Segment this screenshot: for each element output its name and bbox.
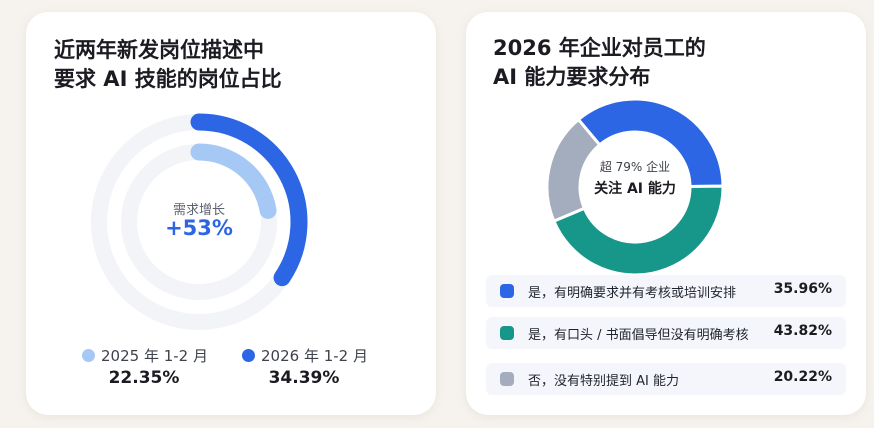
right-title-line2: AI 能力要求分布 <box>493 65 651 89</box>
legend-value-advocated: 43.82% <box>773 323 832 339</box>
right-donut-chart <box>545 97 725 277</box>
arc-2026 <box>190 113 308 287</box>
right-chart-title: 2026 年企业对员工的 AI 能力要求分布 <box>493 34 706 92</box>
right-center-caption: 超 79% 企业 <box>599 160 671 174</box>
donut-slice-required <box>576 97 725 188</box>
value-2026: 34.39% <box>268 368 340 388</box>
left-chart-card: 近两年新发岗位描述中 要求 AI 技能的岗位占比 需求增长 +53% 2025 … <box>26 12 436 415</box>
legend-label-none: 否，没有特别提到 AI 能力 <box>528 374 679 389</box>
value-2025: 22.35% <box>108 368 180 388</box>
donut-slice-none <box>545 117 602 224</box>
left-center-caption: 需求增长 <box>172 203 225 218</box>
arc-2025 <box>190 143 277 219</box>
right-center-value: 关注 AI 能力 <box>594 181 676 197</box>
legend-dot-2025 <box>82 349 95 362</box>
legend-name-2026: 2026 年 1-2 月 <box>261 347 368 365</box>
legend-row-required: 是，有明确要求并有考核或培训安排 35.96% <box>486 275 846 307</box>
left-chart-title: 近两年新发岗位描述中 要求 AI 技能的岗位占比 <box>54 36 282 94</box>
legend-label-advocated: 是，有口头 / 书面倡导但没有明确考核 <box>528 328 749 343</box>
donut-slice-advocated <box>551 184 725 277</box>
legend-label-required: 是，有明确要求并有考核或培训安排 <box>528 286 737 301</box>
legend-swatch-none <box>500 372 514 386</box>
left-title-line1: 近两年新发岗位描述中 <box>54 38 264 62</box>
legend-swatch-required <box>500 284 514 298</box>
legend-dot-2026 <box>242 349 255 362</box>
legend-swatch-advocated <box>500 326 514 340</box>
left-radial-chart <box>91 113 308 330</box>
legend-value-required: 35.96% <box>773 281 832 297</box>
right-chart-card: 2026 年企业对员工的 AI 能力要求分布 超 79% 企业 关注 AI 能力… <box>466 12 866 415</box>
legend-value-none: 20.22% <box>773 369 832 385</box>
legend-item-2026: 2026 年 1-2 月 <box>242 345 368 366</box>
legend-row-advocated: 是，有口头 / 书面倡导但没有明确考核 43.82% <box>486 317 846 349</box>
legend-item-2025: 2025 年 1-2 月 <box>82 345 208 366</box>
left-center-value: +53% <box>165 216 233 240</box>
legend-row-none: 否，没有特别提到 AI 能力 20.22% <box>486 363 846 395</box>
legend-name-2025: 2025 年 1-2 月 <box>101 347 208 365</box>
left-title-line2: 要求 AI 技能的岗位占比 <box>54 67 282 91</box>
right-title-line1: 2026 年企业对员工的 <box>493 36 706 60</box>
